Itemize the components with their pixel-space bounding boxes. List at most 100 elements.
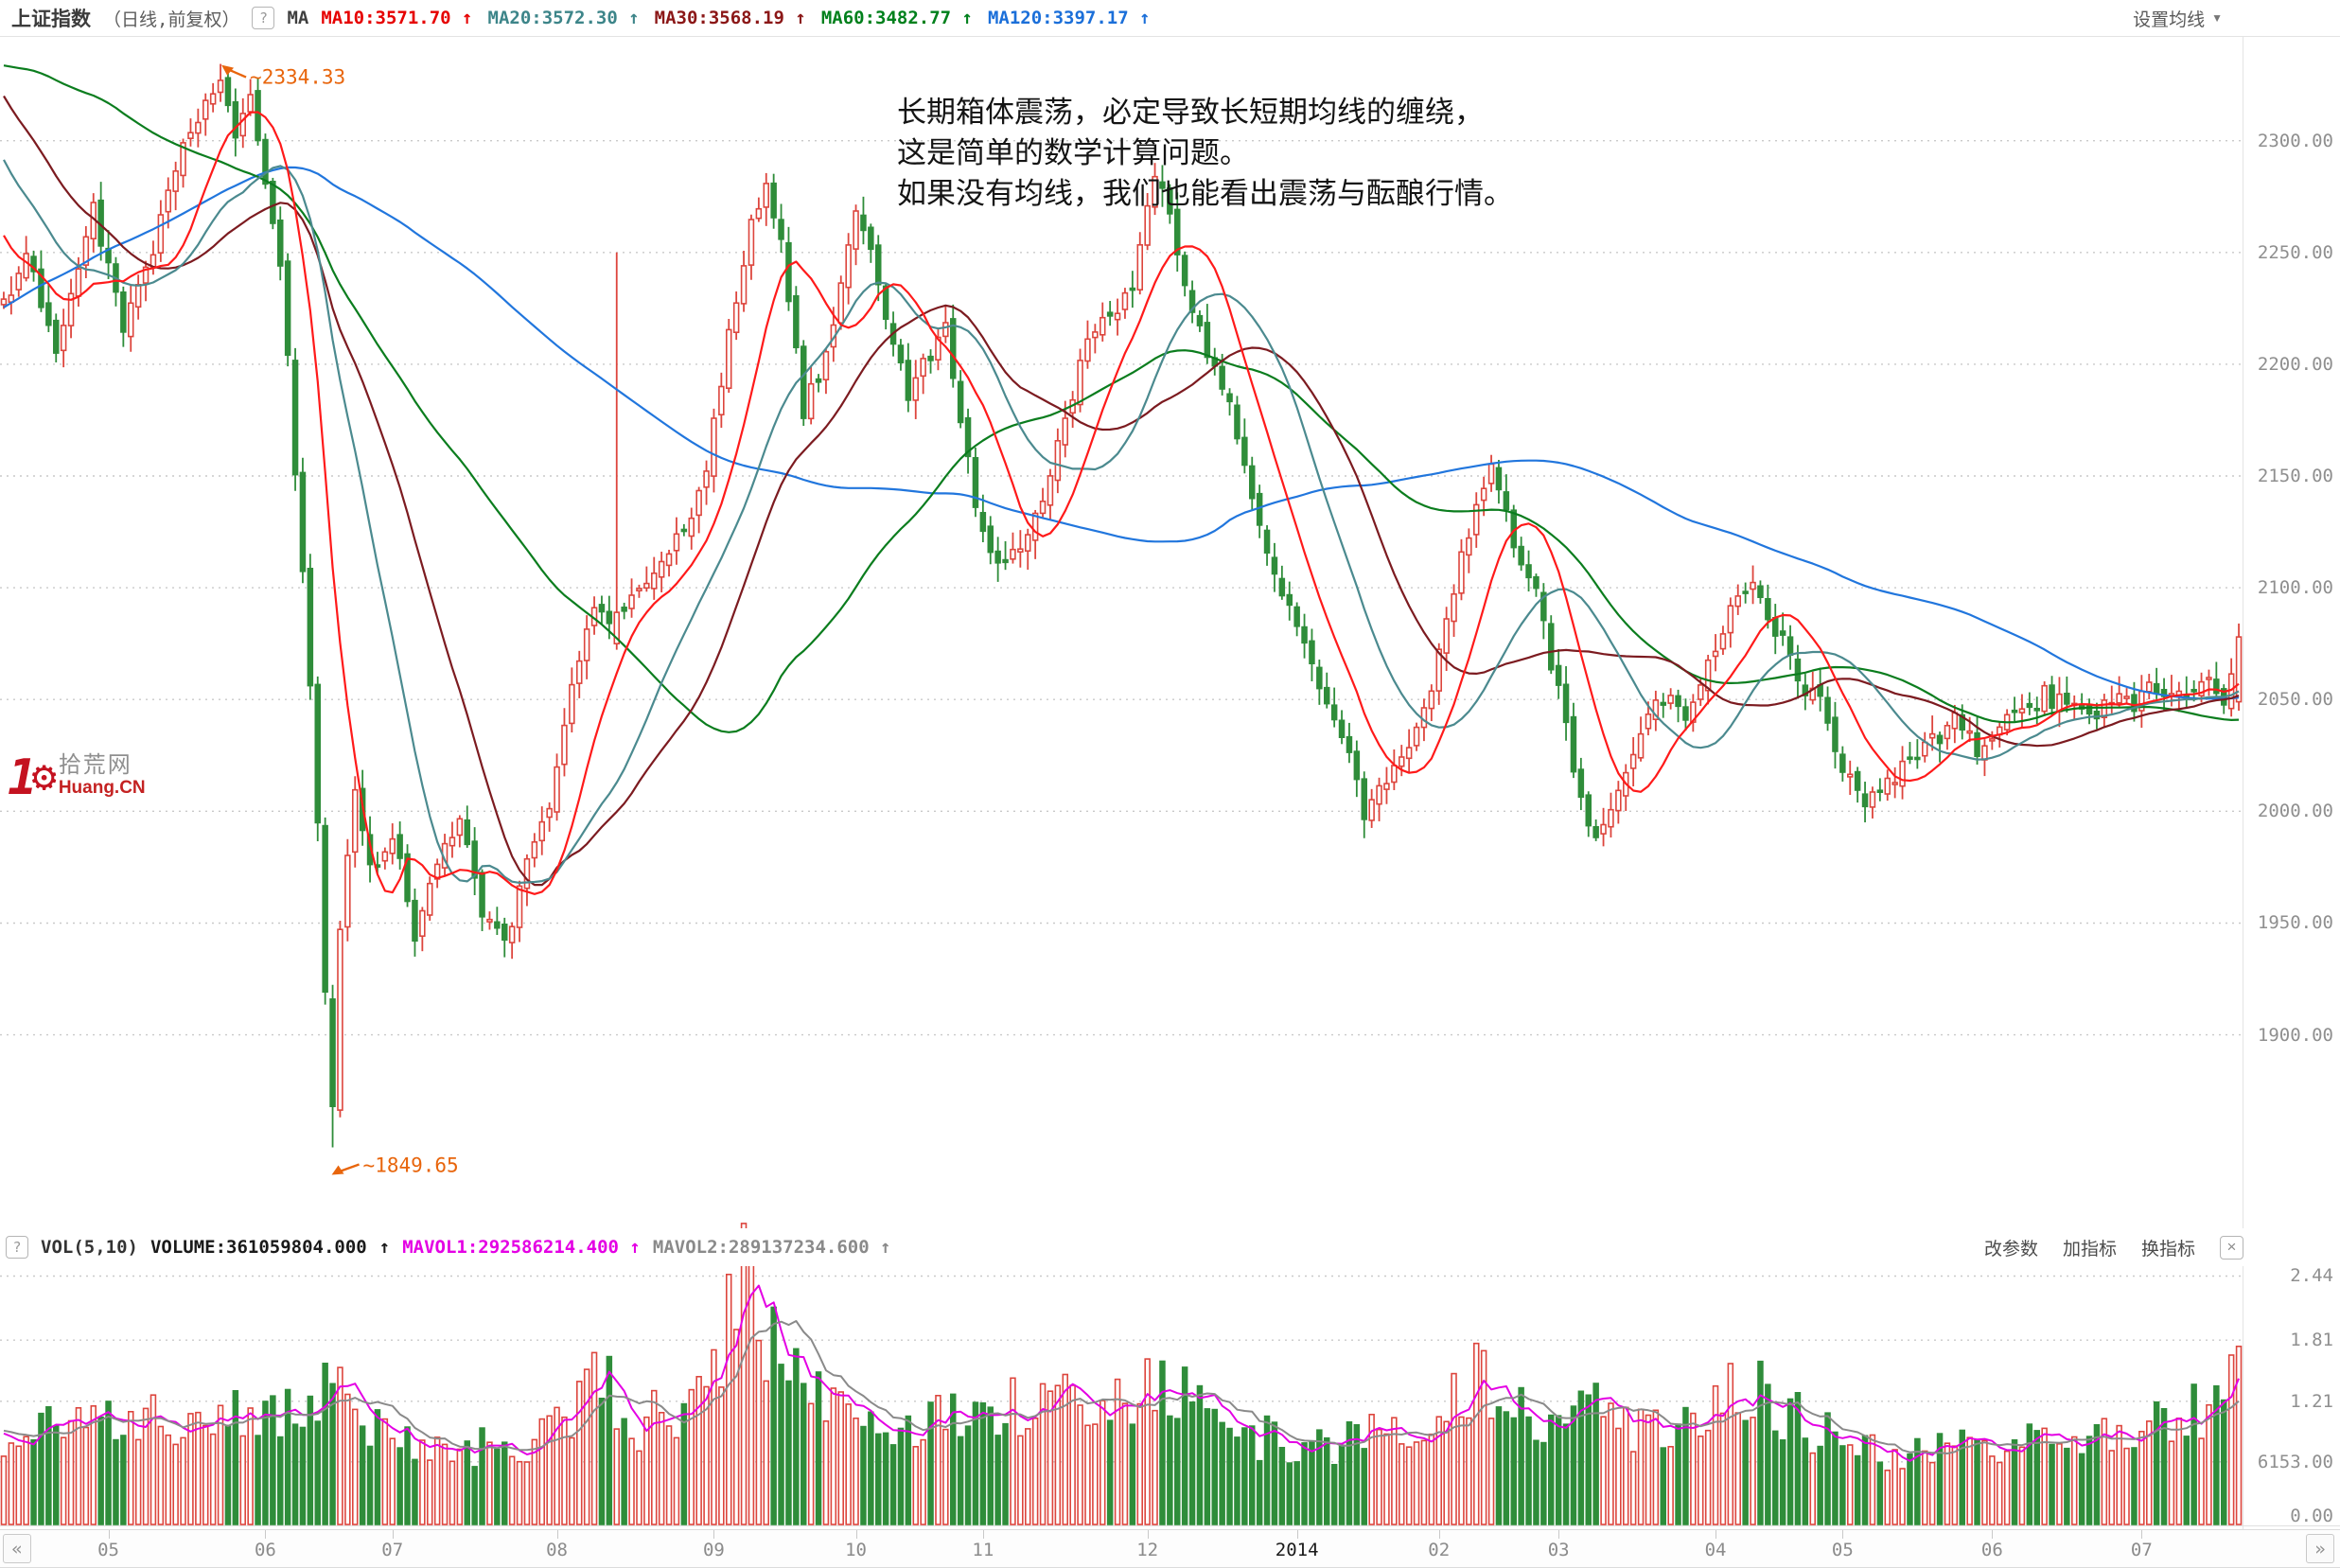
month-tick (108, 1530, 110, 1539)
price-tick-label: 2250.00 (2257, 241, 2333, 263)
switch-indicator-button[interactable]: 换指标 (2140, 1239, 2195, 1260)
price-tick-label: 1900.00 (2257, 1024, 2333, 1046)
month-tick (713, 1530, 715, 1539)
month-tick (1992, 1530, 1994, 1539)
ma60-line (3, 64, 2240, 733)
mavol10-line (3, 1320, 2240, 1454)
mavol5-line (3, 1284, 2240, 1462)
volume-tick-label: 0.00 (2290, 1506, 2333, 1526)
chevron-down-icon: ▼ (2211, 11, 2223, 25)
ma10-line (3, 111, 2240, 895)
gear-icon: ⚙ (31, 752, 57, 801)
price-tick-label: 2300.00 (2257, 130, 2333, 151)
symbol-title: 上证指数 (11, 8, 91, 30)
watermark-domain: Huang.CN (58, 778, 146, 798)
ma-settings-label: 设置均线 (2133, 9, 2206, 30)
ma-group-label: MA (287, 8, 309, 28)
ma-settings-button[interactable]: 设置均线 ▼ (2133, 6, 2329, 31)
volume-tick-label: 1.81 (2290, 1330, 2333, 1351)
high-marker-label: ~2334.33 (250, 66, 345, 89)
close-icon[interactable]: × (2220, 1235, 2243, 1260)
mavol2-value: MAVOL2:289137234.600 ↑ (653, 1237, 891, 1258)
edit-params-button[interactable]: 改参数 (1983, 1239, 2038, 1260)
scroll-right-button[interactable]: » (2306, 1534, 2334, 1563)
month-label: 11 (972, 1540, 994, 1560)
volume-gridlines (0, 1275, 2243, 1463)
volume-tick-label: 1.21 (2290, 1390, 2333, 1412)
volume-bars-layer (0, 1223, 2243, 1525)
month-label: 02 (1428, 1540, 1451, 1560)
month-tick (2141, 1530, 2143, 1539)
month-label: 09 (702, 1540, 725, 1560)
volume-tick-label: 2.44 (2290, 1265, 2333, 1287)
price-tick-label: 2100.00 (2257, 577, 2333, 599)
ma-value: MA20:3572.30 ↑ (487, 8, 640, 28)
chart-annotation: 长期箱体震荡，必定导致长短期均线的缠绕， 这是简单的数学计算问题。 如果没有均线… (897, 93, 1513, 215)
extreme-markers: ~2334.33 ~1849.65 (221, 64, 459, 1177)
month-tick (855, 1530, 857, 1539)
main-chart-header: 上证指数 （日线,前复权） ? MA MA10:3571.70 ↑ MA20:35… (0, 0, 2340, 37)
volume-up-arrow-icon: ↑ (378, 1237, 391, 1258)
price-tick-label: 1950.00 (2257, 912, 2333, 934)
month-label: 04 (1704, 1540, 1727, 1560)
add-indicator-button[interactable]: 加指标 (2062, 1239, 2117, 1260)
mavol1-label: MAVOL1:292586214.400 (402, 1237, 619, 1258)
volume-tick-label: 6153.00 (2257, 1451, 2333, 1472)
month-label: 2014 (1275, 1540, 1319, 1560)
ma-lines-layer (3, 64, 2240, 895)
ma-value: MA10:3571.70 ↑ (321, 8, 473, 28)
watermark-number: 1 (8, 749, 38, 806)
month-label: 07 (381, 1540, 404, 1560)
low-marker-label: ~1849.65 (363, 1154, 459, 1177)
month-label: 07 (2130, 1540, 2153, 1560)
month-tick (392, 1530, 394, 1539)
price-tick-label: 2000.00 (2257, 801, 2333, 822)
volume-indicator-label: VOL(5,10) (41, 1237, 138, 1258)
volume-value: VOLUME:361059804.000 (150, 1237, 367, 1258)
month-tick (1147, 1530, 1149, 1539)
volume-pane-bottom-line (0, 1525, 2340, 1526)
ma-value: MA120:3397.17 ↑ (987, 8, 1151, 28)
ma30-line (3, 95, 2240, 887)
annotation-line: 这是简单的数学计算问题。 (897, 136, 1249, 170)
time-axis-bar: « 05 06 07 08 09 10 11 12 2014 02 03 04 05 06 07 » (0, 1529, 2340, 1568)
month-label: 05 (1831, 1540, 1854, 1560)
month-tick (1842, 1530, 1844, 1539)
help-icon[interactable]: ? (252, 7, 275, 29)
month-label: 03 (1547, 1540, 1570, 1560)
mavol1-value: MAVOL1:292586214.400 ↑ (402, 1237, 641, 1258)
month-tick (1296, 1530, 1298, 1539)
watermark-site-name: 拾荒网 (58, 752, 132, 778)
month-tick (982, 1530, 984, 1539)
volume-pane-header: ? VOL(5,10) VOLUME:361059804.000 ↑ MAVOL… (0, 1228, 2340, 1266)
ma-value: MA60:3482.77 ↑ (820, 8, 973, 28)
mavol2-label: MAVOL2:289137234.600 (652, 1237, 870, 1258)
month-tick (265, 1530, 267, 1539)
month-label: 06 (254, 1540, 276, 1560)
scroll-left-button[interactable]: « (3, 1534, 31, 1563)
mavol2-up-arrow-icon: ↑ (880, 1237, 891, 1258)
price-tick-label: 2150.00 (2257, 466, 2333, 486)
month-label: 10 (845, 1540, 867, 1560)
annotation-line: 长期箱体震荡，必定导致长短期均线的缠绕， (897, 96, 1484, 130)
month-tick (1715, 1530, 1717, 1539)
mavol1-up-arrow-icon: ↑ (629, 1237, 641, 1258)
period-adjust-label: （日线,前复权） (103, 9, 240, 30)
month-tick (556, 1530, 558, 1539)
month-label: 06 (1980, 1540, 2003, 1560)
help-icon[interactable]: ? (6, 1236, 28, 1259)
month-label: 08 (546, 1540, 568, 1560)
price-tick-label: 2200.00 (2257, 353, 2333, 375)
month-label: 12 (1136, 1540, 1159, 1560)
month-label: 05 (97, 1540, 119, 1560)
indicator-toolbar: 改参数 加指标 换指标 × (1984, 1235, 2334, 1260)
price-gridlines (0, 139, 2243, 1036)
ma-values: MA10:3571.70 ↑ MA20:3572.30 ↑ MA30:3568.19… (321, 8, 1165, 28)
annotation-line: 如果没有均线，我们也能看出震荡与酝酿行情。 (897, 177, 1513, 211)
month-tick (1438, 1530, 1440, 1539)
ma120-line (3, 166, 2240, 700)
price-tick-label: 2050.00 (2257, 689, 2333, 711)
month-tick (1558, 1530, 1560, 1539)
